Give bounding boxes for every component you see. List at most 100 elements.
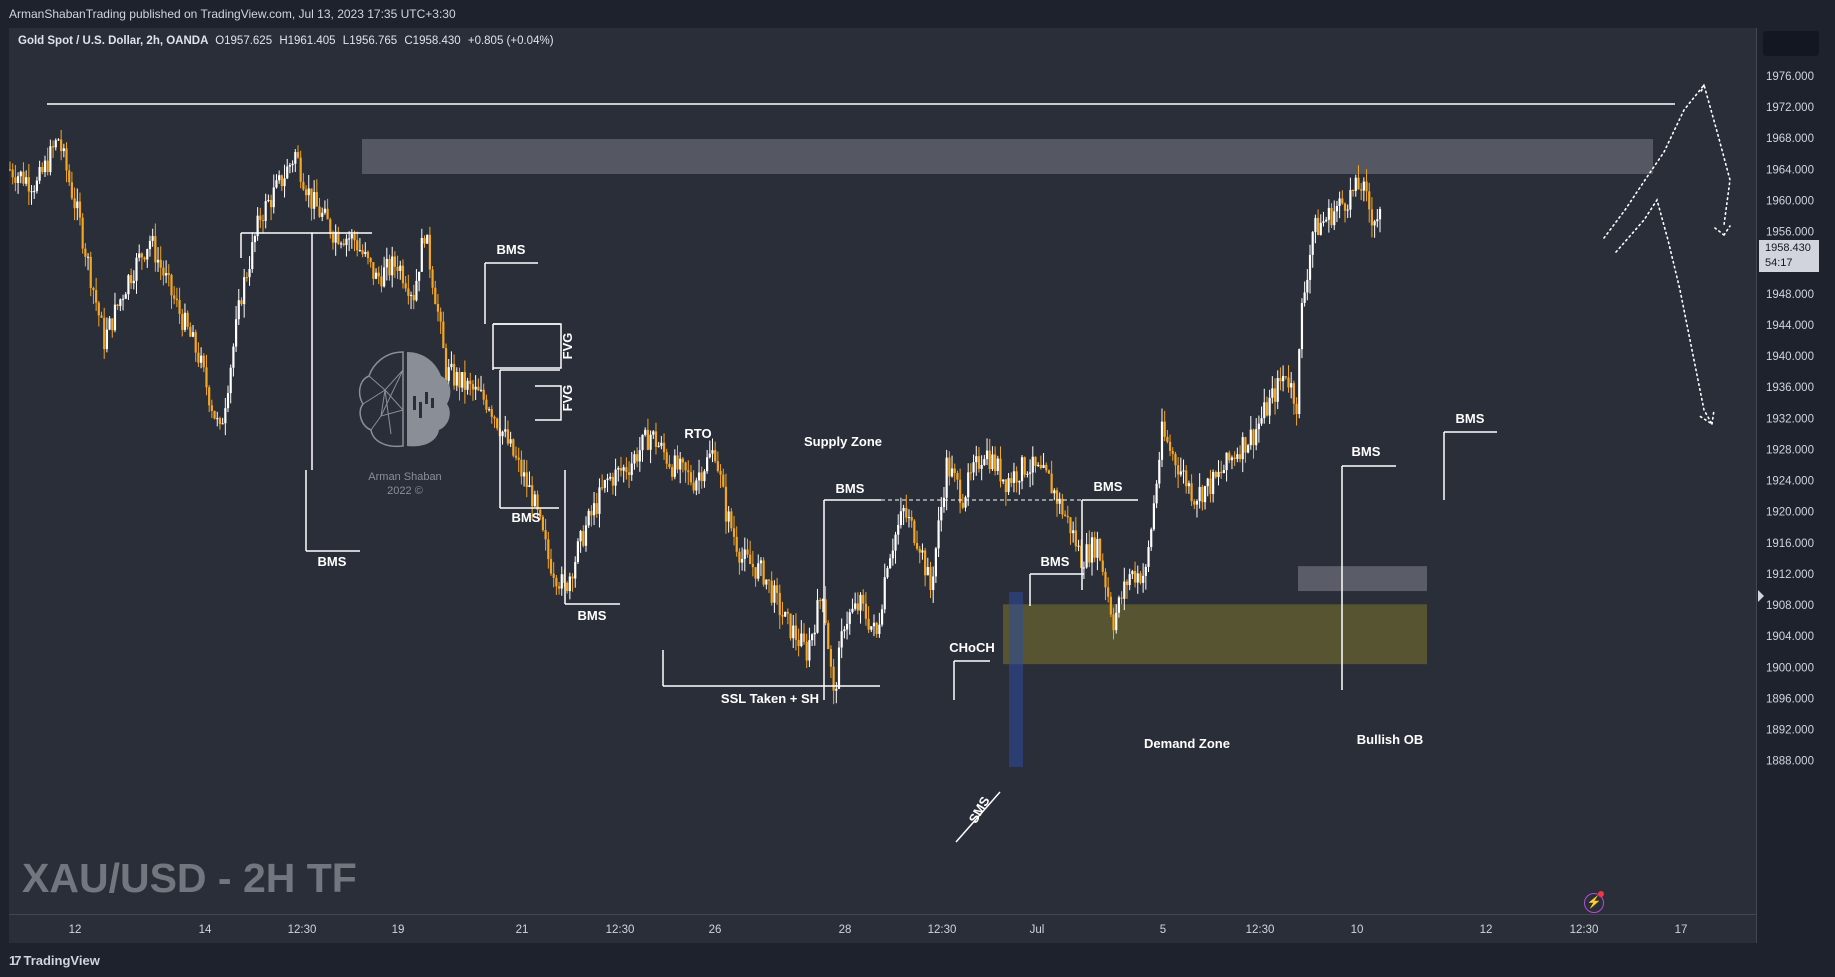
candle-body (1346, 209, 1349, 211)
time-axis: 12 14 12:30 19 21 12:30 26 28 12:30 Jul 5 12:30 10 12… (69, 924, 1688, 936)
candle-body (22, 171, 25, 184)
candle-body (140, 253, 143, 258)
annotation-label: BMS (578, 608, 607, 623)
candle-body (307, 188, 310, 196)
candle-body (948, 457, 951, 477)
candle-body (827, 623, 830, 650)
candle-body (926, 567, 929, 576)
candle-body (409, 294, 413, 296)
candle-body (218, 418, 222, 424)
candle-body (671, 467, 674, 477)
candle-body (687, 470, 690, 473)
candle-body (980, 464, 983, 469)
candle-body (41, 166, 44, 173)
candle-body (994, 454, 997, 471)
candle-body (676, 455, 679, 470)
candle-body (269, 199, 273, 208)
candle-body (1279, 377, 1282, 382)
annotation-label: BMS (318, 554, 347, 569)
candle-body (1125, 581, 1129, 586)
candle-body (759, 560, 763, 564)
candle-body (43, 160, 47, 173)
candle-body (738, 551, 741, 563)
candle-body (224, 408, 227, 424)
candle-body (1298, 349, 1301, 415)
annotation-label: RTO (684, 426, 711, 441)
candle-body (969, 472, 972, 474)
candle-body (544, 530, 547, 540)
ohlc-high: H1961.405 (279, 35, 336, 47)
candle-body (1182, 470, 1185, 472)
annotation-label: SSL Taken + SH (721, 691, 819, 706)
candle-body (784, 611, 787, 617)
candle-body (479, 389, 483, 391)
candle-body (490, 409, 493, 417)
candle-body (1273, 388, 1277, 402)
candle-body (288, 165, 292, 167)
candle-body (767, 579, 771, 581)
candle-body (792, 625, 795, 639)
candle-body (1244, 437, 1247, 453)
candle-body (1074, 530, 1077, 547)
candle-body (60, 139, 63, 152)
candle-body (657, 445, 660, 447)
candle-body (1107, 587, 1110, 597)
annotation-label: BMS (1041, 554, 1070, 569)
candle-body (514, 455, 518, 458)
ohlc-change: +0.805 (+0.04%) (467, 35, 554, 47)
candle-body (757, 563, 760, 579)
candle-body (423, 237, 426, 244)
candle-body (732, 528, 736, 537)
candle-body (1263, 402, 1266, 419)
zone-supply-zone (362, 139, 1653, 175)
candle-body (848, 612, 851, 624)
candle-body (1198, 486, 1201, 501)
candle-body (121, 298, 125, 300)
candle-body (1238, 454, 1242, 460)
tradingview-logo[interactable]: 17 TradingView (9, 953, 100, 968)
candle-body (1351, 189, 1355, 192)
candle-body (819, 600, 822, 602)
candle-body (146, 249, 149, 260)
candle-body (501, 431, 504, 437)
candle-body (380, 276, 383, 287)
candle-body (313, 192, 316, 209)
annotation-label: SMS (966, 794, 993, 826)
candle-body (880, 609, 884, 625)
candle-body (296, 152, 300, 158)
price-axis-divider (1756, 28, 1757, 943)
candle-body (124, 294, 127, 299)
candle-body (800, 633, 803, 647)
candle-body (614, 469, 617, 486)
candle-body (267, 199, 270, 202)
candle-body (942, 497, 946, 507)
candle-body (1152, 503, 1156, 530)
candle-body (1241, 437, 1244, 460)
candle-body (547, 539, 550, 560)
candle-body (143, 257, 146, 260)
candle-body (1101, 560, 1104, 572)
candle-body (1376, 219, 1379, 222)
candle-body (1123, 581, 1126, 599)
candle-body (964, 497, 967, 508)
candle-body (294, 152, 297, 164)
candle-body (991, 454, 994, 470)
annotation-label: FVG (560, 333, 575, 360)
candle-body (899, 511, 903, 526)
candle-body (1209, 478, 1212, 494)
lightning-icon[interactable]: ⚡ (1584, 893, 1604, 913)
candle-body (937, 520, 940, 549)
candle-body (436, 303, 440, 312)
candle-body (961, 502, 964, 508)
candle-body (1080, 545, 1083, 568)
axis-settings-button[interactable] (1763, 31, 1819, 56)
annotation-label: BMS (497, 242, 526, 257)
candle-body (749, 554, 752, 564)
candle-body (1031, 456, 1034, 473)
price-tick-label: 1936.000 (1766, 382, 1814, 394)
candle-body (51, 146, 55, 148)
time-tick-label: 12:30 (1246, 924, 1275, 936)
candle-body (388, 258, 391, 276)
candle-body (78, 201, 82, 218)
